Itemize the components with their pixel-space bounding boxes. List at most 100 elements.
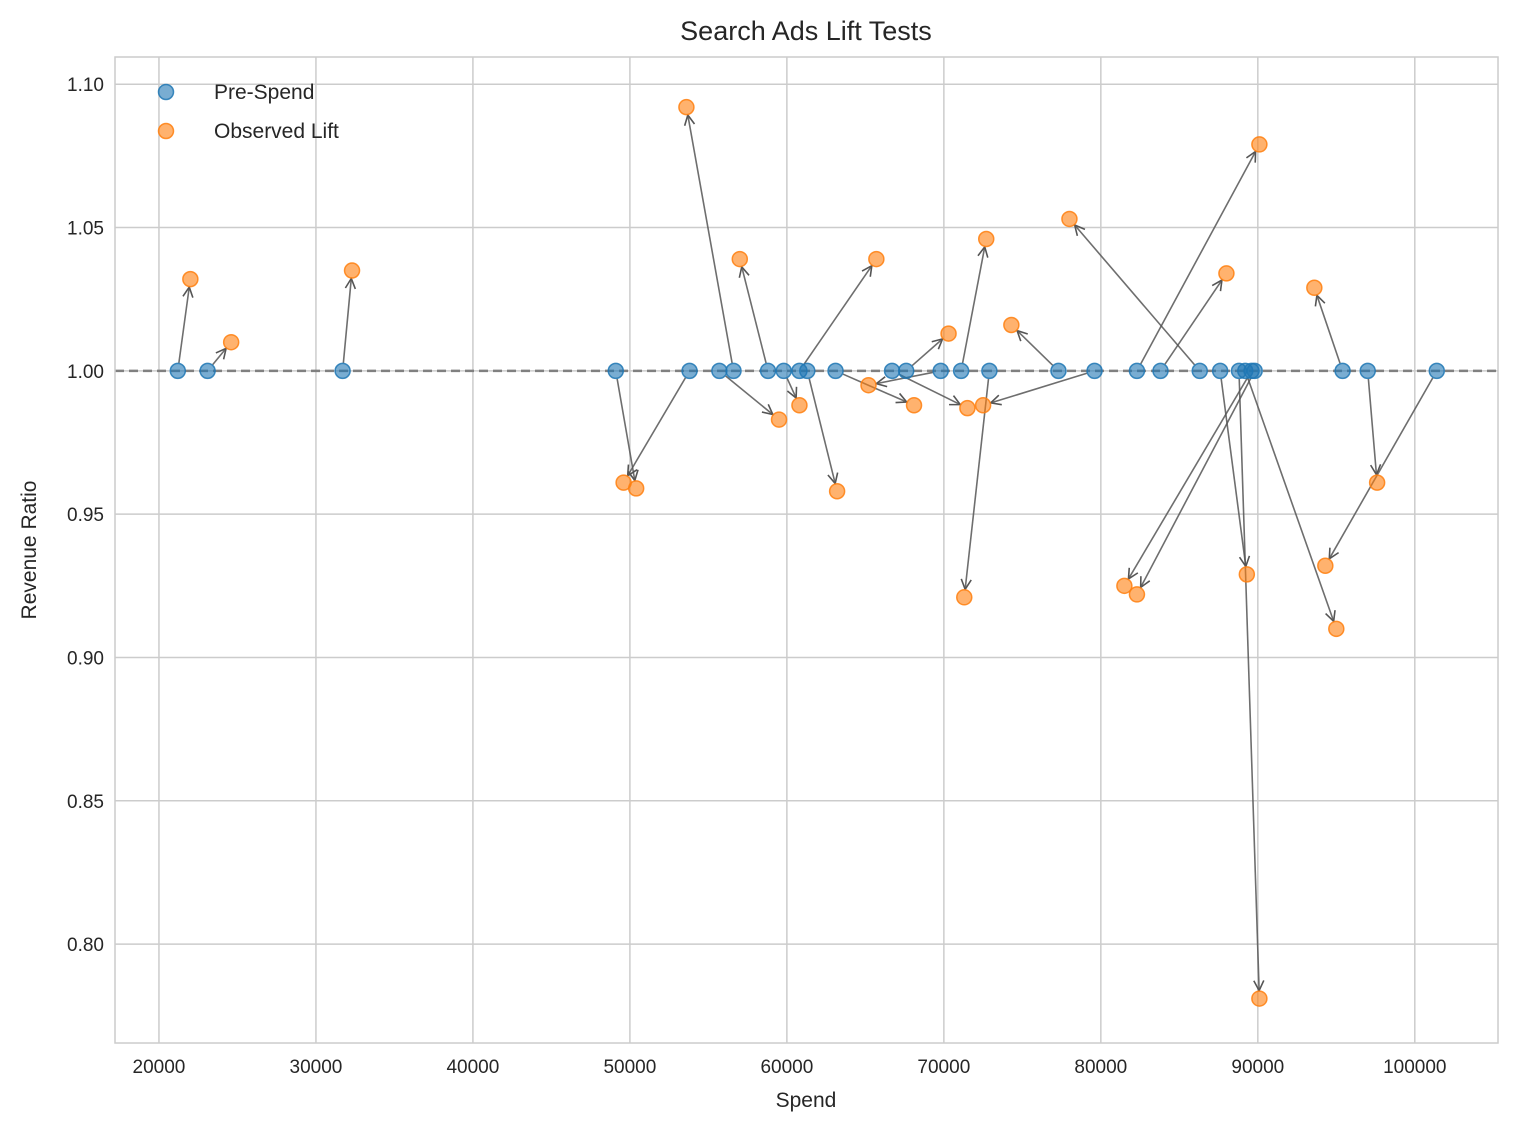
observed-lift-point	[828, 482, 846, 500]
lift-arrow	[786, 377, 796, 398]
lift-arrow	[1075, 225, 1196, 366]
lift-arrow	[742, 267, 767, 364]
pre-spend-point	[775, 362, 792, 380]
x-tick-label: 40000	[446, 1057, 499, 1078]
lift-arrow	[1247, 378, 1334, 621]
pre-spend-point	[1246, 362, 1263, 380]
observed-lift-point	[1128, 586, 1146, 603]
observed-lift-point	[1317, 557, 1334, 575]
x-tick-label: 100000	[1383, 1057, 1446, 1078]
pre-spend-point	[883, 362, 901, 380]
arrows-group	[178, 115, 1434, 991]
observed-lift-point	[343, 262, 361, 279]
observed-lift-point	[974, 397, 992, 414]
lift-arrow	[1017, 331, 1054, 366]
x-tick-label: 50000	[603, 1057, 656, 1078]
pre-spend-point	[952, 362, 970, 380]
x-tick-label: 80000	[1074, 1057, 1127, 1078]
plot-frame	[114, 56, 1499, 1044]
observed-lift-point	[956, 589, 973, 606]
lift-arrow	[965, 378, 990, 590]
observed-lift-point	[791, 397, 808, 414]
pre-spend-point	[681, 362, 698, 380]
observed-lift-point	[770, 411, 788, 428]
pre-spend-point	[1211, 362, 1229, 380]
pre-spend-point	[1334, 362, 1351, 380]
lift-arrow	[688, 115, 733, 364]
observed-lift-point	[1218, 265, 1235, 282]
observed-lift-point	[1251, 136, 1268, 153]
lift-arrow	[1140, 151, 1256, 365]
lift-arrow	[1317, 295, 1341, 364]
lift-arrow	[1329, 377, 1434, 559]
observed-lift-point	[1251, 990, 1268, 1007]
pre-spend-point	[759, 362, 777, 380]
observed-lift-point	[1003, 316, 1020, 334]
lift-arrow	[1141, 377, 1252, 587]
observed-lift-point	[860, 376, 877, 394]
lift-arrow	[961, 247, 985, 364]
y-tick-label: 0.85	[67, 792, 104, 813]
pre-spend-point	[1128, 362, 1146, 380]
chart-title: Search Ads Lift Tests	[680, 16, 932, 46]
y-tick-label: 0.95	[67, 505, 104, 526]
observed-lift-point	[868, 250, 885, 268]
lift-arrow	[212, 348, 226, 366]
observed-lift-point	[731, 250, 749, 268]
lift-arrow	[178, 287, 189, 364]
y-tick-label: 1.00	[67, 362, 104, 383]
lift-arrow	[991, 372, 1088, 403]
y-tick-label: 1.10	[67, 75, 104, 96]
pre-spend-point	[897, 362, 915, 380]
tick-labels: 20000 30000 40000 50000 60000 70000 80000 90000…	[67, 75, 1446, 1078]
lift-arrow	[1238, 378, 1259, 991]
pre-spend-point	[1050, 362, 1067, 380]
observed-lift-point	[1368, 474, 1386, 491]
lift-arrow	[342, 279, 351, 363]
legend-label: Observed Lift	[214, 120, 339, 143]
pre-spend-point	[1191, 362, 1208, 380]
x-tick-label: 70000	[917, 1057, 970, 1078]
observed-lift-point	[1116, 577, 1133, 595]
lift-arrow	[1220, 378, 1246, 567]
lift-arrow	[1128, 377, 1249, 579]
x-tick-label: 20000	[133, 1057, 186, 1078]
pre-spend-point	[169, 362, 187, 380]
observed-lift-point	[678, 98, 695, 116]
lift-arrow	[803, 266, 872, 365]
observed-lift-point	[182, 270, 199, 288]
x-tick-label: 60000	[760, 1057, 813, 1078]
x-tick-label: 90000	[1231, 1057, 1284, 1078]
observed-lift-point	[977, 230, 995, 248]
pre-spend-point	[1428, 362, 1446, 380]
pre-spend-point	[1086, 362, 1103, 380]
y-axis-label: Revenue Ratio	[18, 481, 41, 620]
grid	[115, 57, 1498, 1043]
observed-lift-point	[959, 399, 976, 417]
lift-arrow	[1367, 378, 1376, 475]
pre-spend-point	[607, 362, 625, 380]
observed-lift-point	[1238, 566, 1256, 583]
observed-lift-point	[1328, 620, 1345, 638]
pre-spend-point	[711, 362, 728, 380]
observed-lift-point	[905, 397, 923, 414]
lift-arrow	[628, 377, 687, 476]
observed-lift-point	[940, 325, 957, 342]
lift-arrow	[911, 339, 942, 367]
observed-lift-point	[222, 333, 240, 351]
lift-arrow	[616, 378, 635, 481]
y-tick-label: 1.05	[67, 219, 104, 240]
legend-marker	[157, 122, 175, 140]
lift-arrow	[808, 378, 835, 484]
pre-spend-point	[334, 362, 351, 380]
lift-arrow	[898, 373, 960, 404]
pre-spend-point	[799, 362, 816, 380]
legend-marker	[157, 83, 175, 101]
lift-arrow	[1164, 280, 1222, 365]
pre-spend-point	[981, 362, 998, 380]
legend: Pre-Spend Observed Lift	[157, 81, 339, 143]
pre-spend-point	[725, 362, 742, 380]
y-tick-label: 0.80	[67, 935, 104, 956]
